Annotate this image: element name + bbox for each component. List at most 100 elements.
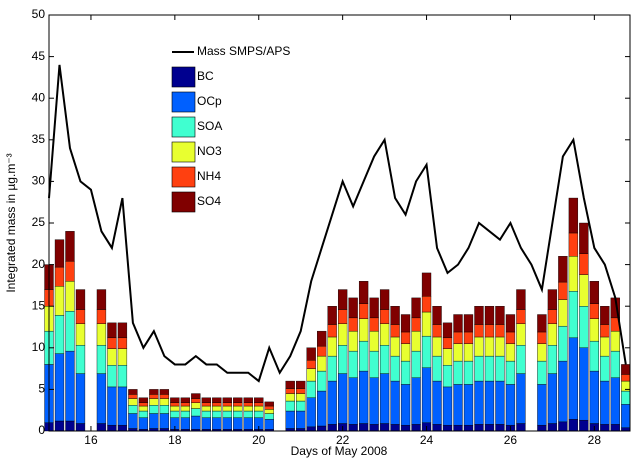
bar-segment [495, 380, 505, 425]
bar-segment [505, 343, 516, 362]
bar-segment [296, 400, 306, 412]
bar-segment [621, 374, 631, 382]
bar-segment [400, 331, 411, 344]
bar-segment [474, 424, 484, 432]
bar-segment [516, 289, 526, 310]
bar-segment [442, 322, 453, 339]
bar-segment [474, 306, 484, 325]
bar-segment [369, 330, 379, 352]
bar-segment [537, 384, 547, 426]
bar-segment [358, 318, 369, 342]
legend-swatch [171, 191, 196, 213]
bar-segment [117, 337, 128, 349]
bar-segment [149, 405, 159, 414]
bar-segment [600, 324, 610, 338]
bar-segment [505, 331, 516, 344]
bar-segment [243, 417, 253, 430]
bar-segment [558, 256, 568, 283]
bar-segment [390, 424, 400, 432]
bar-segment [191, 415, 201, 430]
bar-segment [170, 397, 180, 403]
bar-segment [579, 306, 589, 349]
bar-segment [369, 297, 379, 319]
bar-segment [348, 317, 358, 332]
bar-segment [516, 373, 526, 424]
bar-segment [75, 289, 86, 310]
bar-segment [306, 426, 316, 432]
bar-segment [369, 350, 379, 378]
bar-segment [149, 389, 159, 395]
bar-segment [379, 423, 390, 432]
bar-segment [222, 397, 232, 403]
bar-segment [579, 274, 589, 307]
bar-segment [537, 331, 547, 344]
bar-segment [558, 421, 568, 432]
bar-segment [243, 397, 253, 403]
bar-segment [149, 413, 159, 429]
bar-segment [317, 425, 327, 432]
bar-segment [484, 355, 495, 382]
bar-segment [138, 402, 149, 407]
bar-segment [589, 303, 600, 319]
bar-segment [537, 360, 547, 385]
bar-segment [138, 397, 149, 403]
bar-segment [400, 343, 411, 362]
bar-segment [96, 373, 107, 424]
bar-segment [474, 336, 484, 357]
bar-segment [296, 388, 306, 394]
y-axis-label: Integrated mass in µg.m⁻³ [4, 153, 18, 292]
bar-segment [484, 380, 495, 425]
bar-segment [411, 330, 421, 352]
bar-segment [138, 405, 149, 412]
bar-segment [65, 261, 75, 282]
bar-segment [379, 373, 390, 424]
bar-segment [453, 360, 463, 385]
bar-segment [411, 317, 421, 332]
bar-segment [558, 299, 568, 327]
bar-segment [317, 330, 327, 347]
bar-segment [421, 311, 432, 337]
bar-segment [327, 336, 337, 357]
bar-segment [495, 336, 505, 357]
bar-segment [306, 397, 316, 428]
bar-segment [453, 314, 463, 333]
bar-segment [264, 409, 274, 414]
legend-swatch [171, 66, 196, 88]
bar-segment [222, 417, 232, 430]
legend-label: BC [197, 69, 214, 83]
bar-segment [516, 323, 526, 346]
bar-segment [75, 323, 86, 346]
bar-segment [442, 337, 453, 349]
bar-segment [170, 405, 180, 412]
bar-segment [337, 289, 348, 310]
bar-segment [484, 424, 495, 432]
bar-segment [579, 253, 589, 275]
bar-segment [411, 350, 421, 378]
bar-segment [495, 306, 505, 325]
x-tick-label: 28 [588, 433, 602, 447]
bar-segment [484, 324, 495, 338]
bar-segment [547, 323, 558, 346]
bar-segment [474, 355, 484, 382]
bar-segment [390, 324, 400, 338]
bar-segment [495, 424, 505, 432]
bar-segment [306, 380, 316, 398]
bar-segment [306, 368, 316, 382]
bar-segment [579, 347, 589, 421]
bar-segment [442, 348, 453, 366]
bar-segment [264, 419, 274, 430]
y-tick-label: 35 [32, 132, 46, 146]
bar-segment [442, 365, 453, 388]
y-tick-label: 10 [32, 340, 46, 354]
bar-segment [65, 281, 75, 312]
bar-segment [254, 410, 264, 418]
bar-segment [411, 297, 421, 319]
bar-segment [233, 397, 243, 403]
bar-segment [54, 266, 65, 287]
bar-segment [600, 336, 610, 357]
bar-segment [411, 377, 421, 425]
bar-segment [432, 324, 442, 338]
bar-segment [65, 420, 75, 432]
bar-segment [191, 393, 201, 399]
bar-segment [379, 289, 390, 310]
